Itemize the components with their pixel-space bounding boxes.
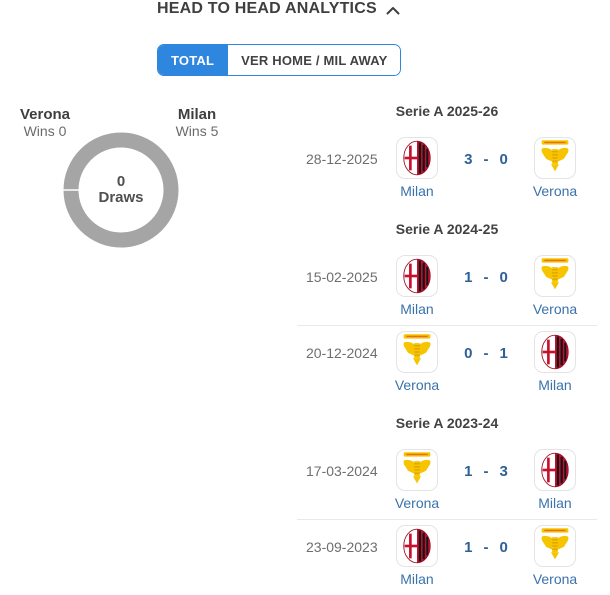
verona-crest-icon: [541, 528, 569, 560]
milan-label: Milan: [177, 106, 217, 123]
home-team-name[interactable]: Verona: [394, 377, 440, 393]
home-team-cell[interactable]: Verona: [375, 331, 459, 393]
milan-wins-label: Wins 5: [175, 123, 219, 139]
score-separator: -: [483, 345, 489, 362]
verona-label: Verona: [19, 106, 71, 123]
away-team-name[interactable]: Verona: [532, 183, 578, 199]
row-divider: [297, 519, 597, 520]
match-date: 15-02-2025: [306, 269, 378, 285]
milan-logo[interactable]: [396, 255, 438, 297]
home-team-cell[interactable]: Milan: [375, 525, 459, 587]
home-score: 0: [464, 345, 473, 362]
away-team-name[interactable]: Verona: [532, 301, 578, 317]
milan-logo[interactable]: [534, 449, 576, 491]
season-title: Serie A 2025-26: [395, 103, 499, 119]
verona-crest-icon: [541, 140, 569, 172]
verona-logo[interactable]: [534, 255, 576, 297]
home-score: 1: [464, 269, 473, 286]
match-score: 1 - 0: [459, 269, 513, 286]
away-score: 1: [499, 345, 508, 362]
match-score: 1 - 3: [459, 463, 513, 480]
away-team-name[interactable]: Milan: [538, 377, 572, 393]
match-date: 23-09-2023: [306, 539, 378, 555]
milan-crest-icon: [403, 528, 431, 564]
home-team-name[interactable]: Milan: [400, 301, 434, 317]
score-separator: -: [483, 151, 489, 168]
season-title: Serie A 2024-25: [395, 221, 499, 237]
donut-center-label: 0 Draws: [63, 174, 179, 206]
away-score: 0: [499, 269, 508, 286]
home-team-cell[interactable]: Verona: [375, 449, 459, 511]
row-divider: [297, 325, 597, 326]
match-row[interactable]: 15-02-2025 Milan 1 - 0: [297, 250, 597, 325]
verona-crest-icon: [403, 334, 431, 366]
away-team-name[interactable]: Milan: [538, 495, 572, 511]
home-score: 3: [464, 151, 473, 168]
milan-crest-icon: [541, 334, 569, 370]
milan-crest-icon: [403, 140, 431, 176]
match-row[interactable]: 20-12-2024 Verona 0 - 1: [297, 326, 597, 401]
match-date: 20-12-2024: [306, 345, 378, 361]
chart-label-milan: Milan Wins 5: [152, 106, 242, 139]
season-title: Serie A 2023-24: [395, 415, 499, 431]
match-score: 0 - 1: [459, 345, 513, 362]
milan-logo[interactable]: [534, 331, 576, 373]
home-team-cell[interactable]: Milan: [375, 255, 459, 317]
home-score: 1: [464, 539, 473, 556]
tab-ver-home-mil-away[interactable]: VER HOME / MIL AWAY: [227, 45, 401, 75]
away-team-cell[interactable]: Milan: [513, 331, 597, 393]
verona-crest-icon: [403, 452, 431, 484]
milan-logo[interactable]: [396, 525, 438, 567]
page-title: HEAD TO HEAD ANALYTICS: [157, 0, 377, 17]
score-separator: -: [483, 269, 489, 286]
away-team-cell[interactable]: Milan: [513, 449, 597, 511]
away-team-cell[interactable]: Verona: [513, 255, 597, 317]
match-date: 17-03-2024: [306, 463, 378, 479]
verona-logo[interactable]: [396, 331, 438, 373]
match-history-panel: Serie A 2025-26 28-12-2025 Milan 3 - 0: [297, 96, 597, 595]
match-date: 28-12-2025: [306, 151, 378, 167]
h2h-tab-group: TOTAL VER HOME / MIL AWAY: [157, 44, 402, 76]
head-to-head-header[interactable]: HEAD TO HEAD ANALYTICS: [157, 0, 400, 18]
away-score: 0: [499, 151, 508, 168]
match-row[interactable]: 28-12-2025 Milan 3 - 0: [297, 132, 597, 207]
draws-value: 0: [116, 173, 126, 190]
verona-logo[interactable]: [534, 525, 576, 567]
away-score: 3: [499, 463, 508, 480]
home-team-cell[interactable]: Milan: [375, 137, 459, 199]
verona-logo[interactable]: [534, 137, 576, 179]
milan-crest-icon: [541, 452, 569, 488]
away-team-cell[interactable]: Verona: [513, 137, 597, 199]
draws-label: Draws: [98, 189, 144, 206]
home-team-name[interactable]: Milan: [400, 183, 434, 199]
chevron-up-icon[interactable]: [386, 6, 400, 15]
away-team-name[interactable]: Verona: [532, 571, 578, 587]
tab-total[interactable]: TOTAL: [158, 45, 228, 75]
match-row[interactable]: 17-03-2024 Verona 1 - 3: [297, 444, 597, 519]
match-row[interactable]: 23-09-2023 Milan 1 - 0: [297, 520, 597, 595]
away-team-cell[interactable]: Verona: [513, 525, 597, 587]
match-score: 3 - 0: [459, 151, 513, 168]
verona-crest-icon: [541, 258, 569, 290]
milan-logo[interactable]: [396, 137, 438, 179]
match-score: 1 - 0: [459, 539, 513, 556]
verona-wins-label: Wins 0: [23, 123, 67, 139]
home-team-name[interactable]: Milan: [400, 571, 434, 587]
milan-crest-icon: [403, 258, 431, 294]
chart-label-verona: Verona Wins 0: [0, 106, 90, 139]
h2h-donut-chart: [63, 132, 179, 248]
home-score: 1: [464, 463, 473, 480]
score-separator: -: [483, 539, 489, 556]
home-team-name[interactable]: Verona: [394, 495, 440, 511]
verona-logo[interactable]: [396, 449, 438, 491]
away-score: 0: [499, 539, 508, 556]
score-separator: -: [483, 463, 489, 480]
